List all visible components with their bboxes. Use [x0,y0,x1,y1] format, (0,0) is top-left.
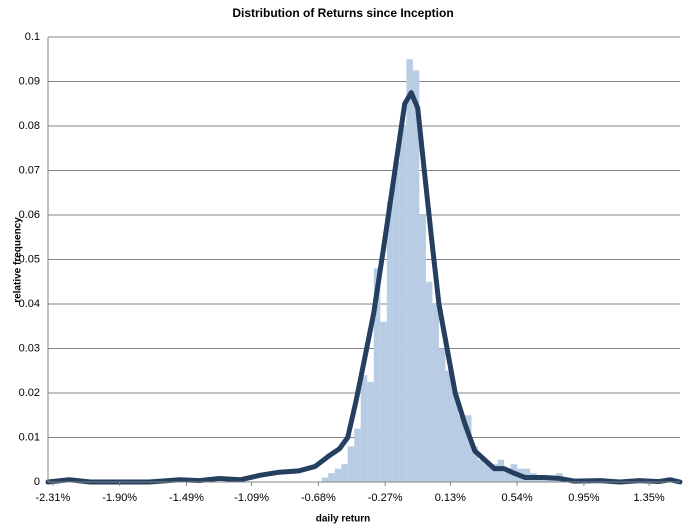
y-tick-label: 0.01 [19,431,40,443]
y-tick-label: 0.08 [19,120,40,132]
bar [334,468,342,482]
x-tick-label: 1.35% [633,492,664,504]
bar [406,59,413,482]
x-tick-label: -1.49% [169,492,204,504]
bar [478,459,485,482]
x-axis-title: daily return [316,514,370,525]
chart-title: Distribution of Returns since Inception [232,6,453,20]
bar [419,215,426,482]
bar [399,126,407,482]
bar [380,321,387,482]
bar [354,428,361,482]
y-tick-label: 0.1 [25,31,40,43]
bar [432,304,439,482]
x-tick-label: -2.31% [35,492,70,504]
bar [425,281,433,482]
bar [367,381,374,482]
bar [484,464,492,482]
y-tick-label: 0.09 [19,75,40,87]
y-tick-label: 0 [34,476,40,488]
bar [471,446,479,482]
x-tick-label: -0.27% [368,492,403,504]
bar [445,370,452,482]
x-tick-label: 0.95% [568,492,599,504]
y-tick-label: 0.03 [19,342,40,354]
y-tick-label: 0.05 [19,253,40,265]
bar [504,468,511,482]
y-tick-label: 0.06 [19,209,40,221]
bar [491,464,498,482]
bar [393,161,400,482]
bar [386,201,394,482]
x-tick-label: -1.90% [102,492,137,504]
x-tick-label: 0.13% [435,492,466,504]
bar [328,473,335,482]
y-tick-label: 0.02 [19,387,40,399]
y-tick-label: 0.07 [19,164,40,176]
density-line [45,90,683,485]
bar [458,415,465,482]
bar [438,348,446,482]
y-axis-title: relative frequency [13,217,24,303]
bar [464,415,472,482]
y-tick-label: 0.04 [19,298,40,310]
bar [451,393,459,482]
x-tick-label: 0.54% [502,492,533,504]
bar [373,268,381,482]
bar [341,464,348,482]
bar [412,70,420,482]
bar [347,446,355,482]
bar [360,375,368,482]
x-tick-label: -0.68% [301,492,336,504]
x-tick-label: -1.09% [234,492,269,504]
bar [321,477,329,482]
